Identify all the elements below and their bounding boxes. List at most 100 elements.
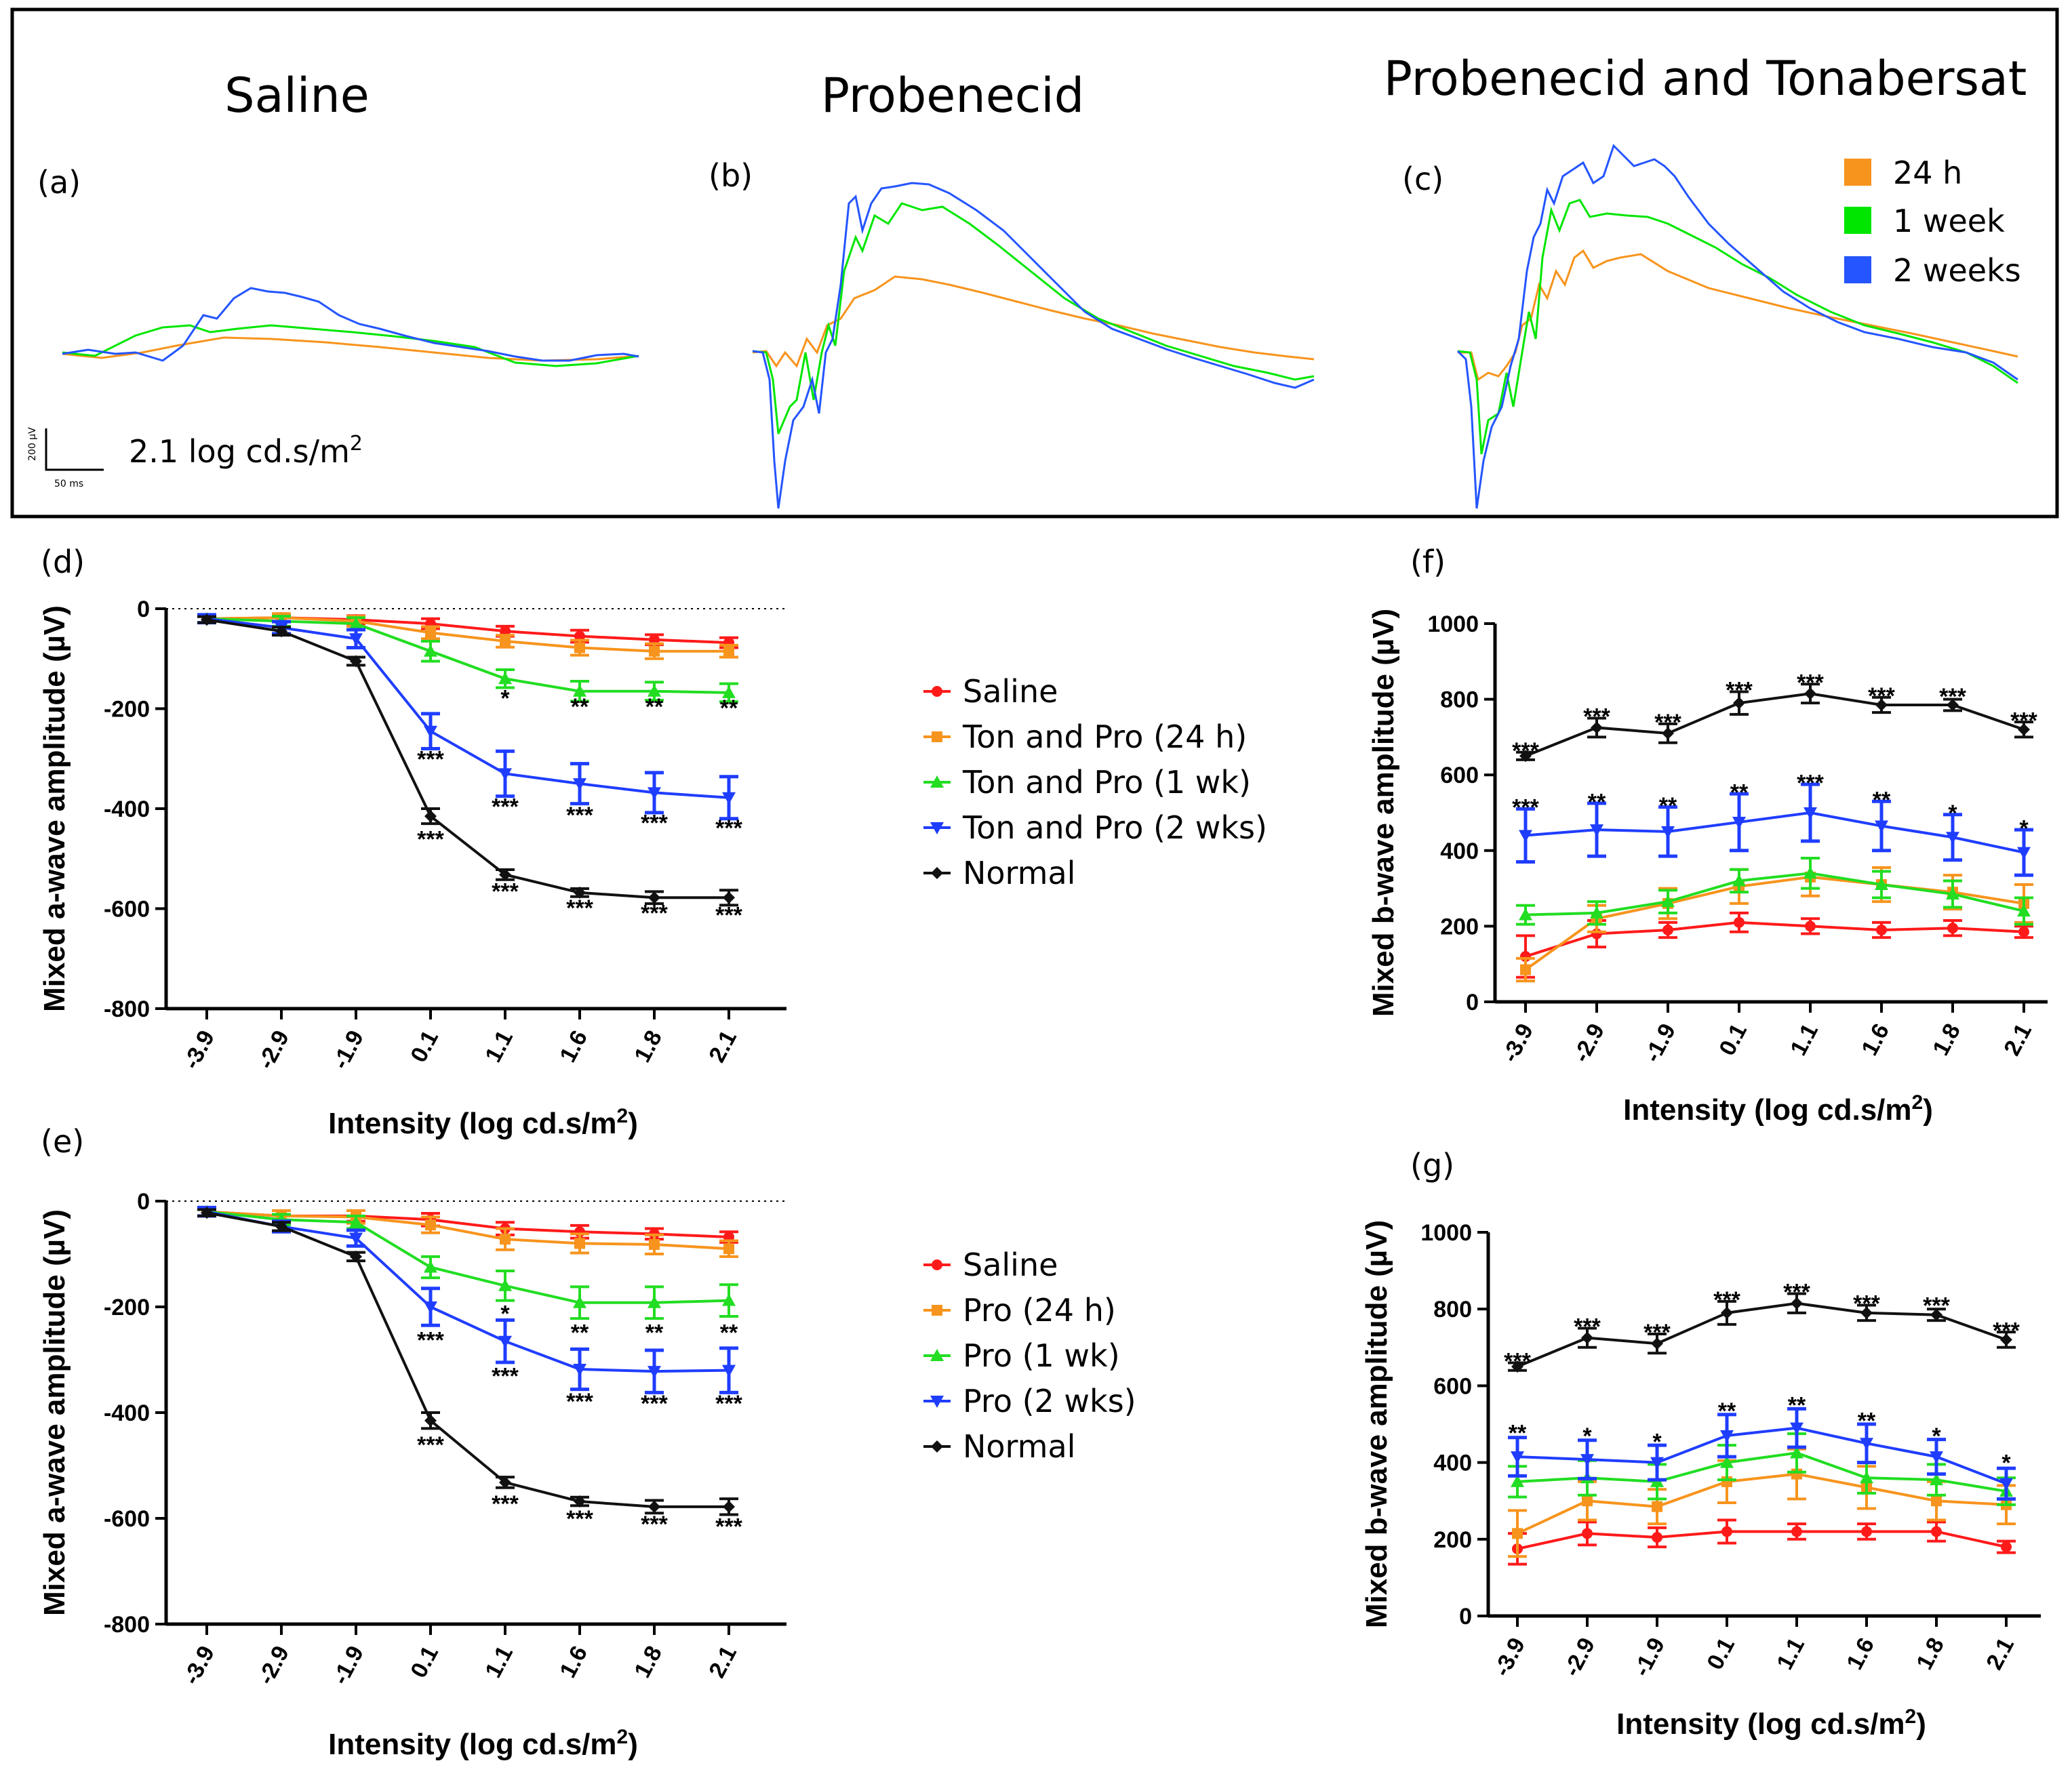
scale-bar-x-label: 50 ms	[54, 479, 83, 489]
data-point	[425, 627, 436, 639]
series-24h	[197, 1206, 738, 1258]
y-tick-label: 200	[1433, 1527, 1472, 1553]
y-tick-label: -400	[104, 796, 150, 822]
series-line	[206, 616, 729, 653]
legend-label-1wk: 1 week	[1893, 203, 2005, 239]
scale-bar: 200 µV 50 ms 2.1 log cd.s/m2	[27, 427, 363, 489]
series-line	[1524, 875, 2025, 971]
legend-marker	[932, 1305, 942, 1316]
significance-label: **	[1730, 780, 1749, 805]
data-point	[1591, 721, 1603, 734]
series-line	[1525, 921, 2025, 958]
data-point	[2018, 926, 2029, 937]
significance-label: *	[1932, 1423, 1941, 1449]
significance-label: **	[1858, 1408, 1876, 1434]
data-point	[1662, 727, 1674, 740]
panel-a-letter: (a)	[37, 164, 81, 201]
data-point	[1650, 1457, 1664, 1470]
data-point	[1930, 1308, 1942, 1321]
legend-marker	[931, 1440, 943, 1453]
data-point	[498, 768, 512, 781]
significance-label: ***	[1797, 670, 1824, 695]
significance-label: ***	[1993, 1318, 2020, 1343]
data-point	[649, 645, 660, 657]
data-point	[1931, 1495, 1942, 1507]
data-point	[1520, 964, 1531, 975]
trace-c-1wk	[1457, 199, 2018, 455]
y-tick-label: 0	[137, 1189, 150, 1215]
data-point	[1875, 820, 1888, 833]
y-tick-label: 400	[1440, 838, 1479, 864]
data-point	[349, 1215, 363, 1228]
significance-label: **	[720, 1320, 738, 1346]
significance-label: ***	[1797, 770, 1824, 796]
data-point	[2017, 904, 2031, 917]
series-Saline	[1508, 1518, 2016, 1566]
data-point	[1946, 887, 1959, 899]
panel-d-letter: (d)	[41, 544, 85, 580]
significance-label: **	[571, 1320, 589, 1346]
data-point	[350, 1250, 362, 1263]
saline-traces	[62, 287, 639, 367]
data-point	[1861, 1526, 1872, 1537]
legend-label: Normal	[963, 855, 1075, 891]
y-axis-title: Mixed a-wave amplitude (µV)	[38, 605, 71, 1012]
y-tick-label: -200	[104, 697, 150, 723]
significance-label: ***	[566, 1389, 593, 1415]
data-point	[1732, 816, 1746, 829]
significance-label: ***	[417, 746, 444, 772]
data-point	[648, 891, 660, 904]
legend-marker	[931, 867, 943, 879]
legend-label: Pro (1 wk)	[963, 1337, 1120, 1374]
significance-label: **	[1509, 1420, 1527, 1446]
data-point	[1661, 826, 1675, 838]
significance-label: ***	[715, 902, 742, 928]
legend-pro: Saline Pro (24 h) Pro (1 wk) Pro (2 wks) Nor…	[923, 1247, 1136, 1465]
data-point	[723, 891, 735, 904]
legend-swatch-1wk	[1844, 207, 1871, 234]
significance-label: ***	[1923, 1293, 1950, 1319]
data-point	[1511, 1474, 1524, 1487]
series-Saline	[1516, 911, 2033, 979]
data-point	[275, 625, 287, 638]
legend-swatch-24h	[1844, 159, 1871, 186]
data-point	[1860, 1471, 1873, 1484]
series-2wks	[197, 1205, 738, 1394]
series-line	[206, 1210, 730, 1251]
y-tick-label: 800	[1433, 1297, 1472, 1322]
data-point	[1519, 750, 1532, 763]
significance-label: *	[2019, 815, 2029, 841]
legend-marker	[930, 775, 944, 788]
data-point	[1860, 1306, 1873, 1319]
significance-label: ***	[1713, 1287, 1740, 1313]
panel-b-letter: (b)	[709, 157, 753, 194]
data-point	[574, 1495, 586, 1508]
significance-label: ***	[641, 1512, 668, 1537]
data-point	[574, 1238, 585, 1249]
traces-frame	[10, 7, 2059, 519]
significance-label: ***	[1583, 704, 1610, 730]
y-tick-label: 800	[1440, 687, 1479, 713]
significance-label: ***	[566, 803, 593, 828]
data-point	[424, 810, 437, 823]
significance-label: ***	[641, 900, 668, 926]
y-tick-label: 1000	[1420, 1220, 1472, 1246]
probenecid-traces	[752, 182, 1315, 509]
legend-marker	[932, 731, 942, 742]
trace-b-24h	[752, 275, 1315, 368]
data-point	[1947, 923, 1958, 934]
y-axis-title: Mixed b-wave amplitude (µV)	[1367, 609, 1400, 1017]
series-line	[1517, 1426, 2007, 1485]
scale-bar-y-label: 200 µV	[27, 427, 38, 461]
data-point	[1652, 1531, 1662, 1543]
panel-f-letter: (f)	[1410, 544, 1446, 580]
data-point	[1733, 697, 1745, 710]
data-point	[500, 635, 511, 647]
significance-label: *	[1652, 1429, 1662, 1455]
data-point	[1790, 1422, 1804, 1435]
data-point	[2001, 1541, 2012, 1553]
legend-label: Pro (2 wks)	[963, 1383, 1136, 1419]
panel-c-title: Probenecid and Tonabersat	[1384, 51, 2027, 106]
legend-label: Saline	[963, 673, 1058, 710]
